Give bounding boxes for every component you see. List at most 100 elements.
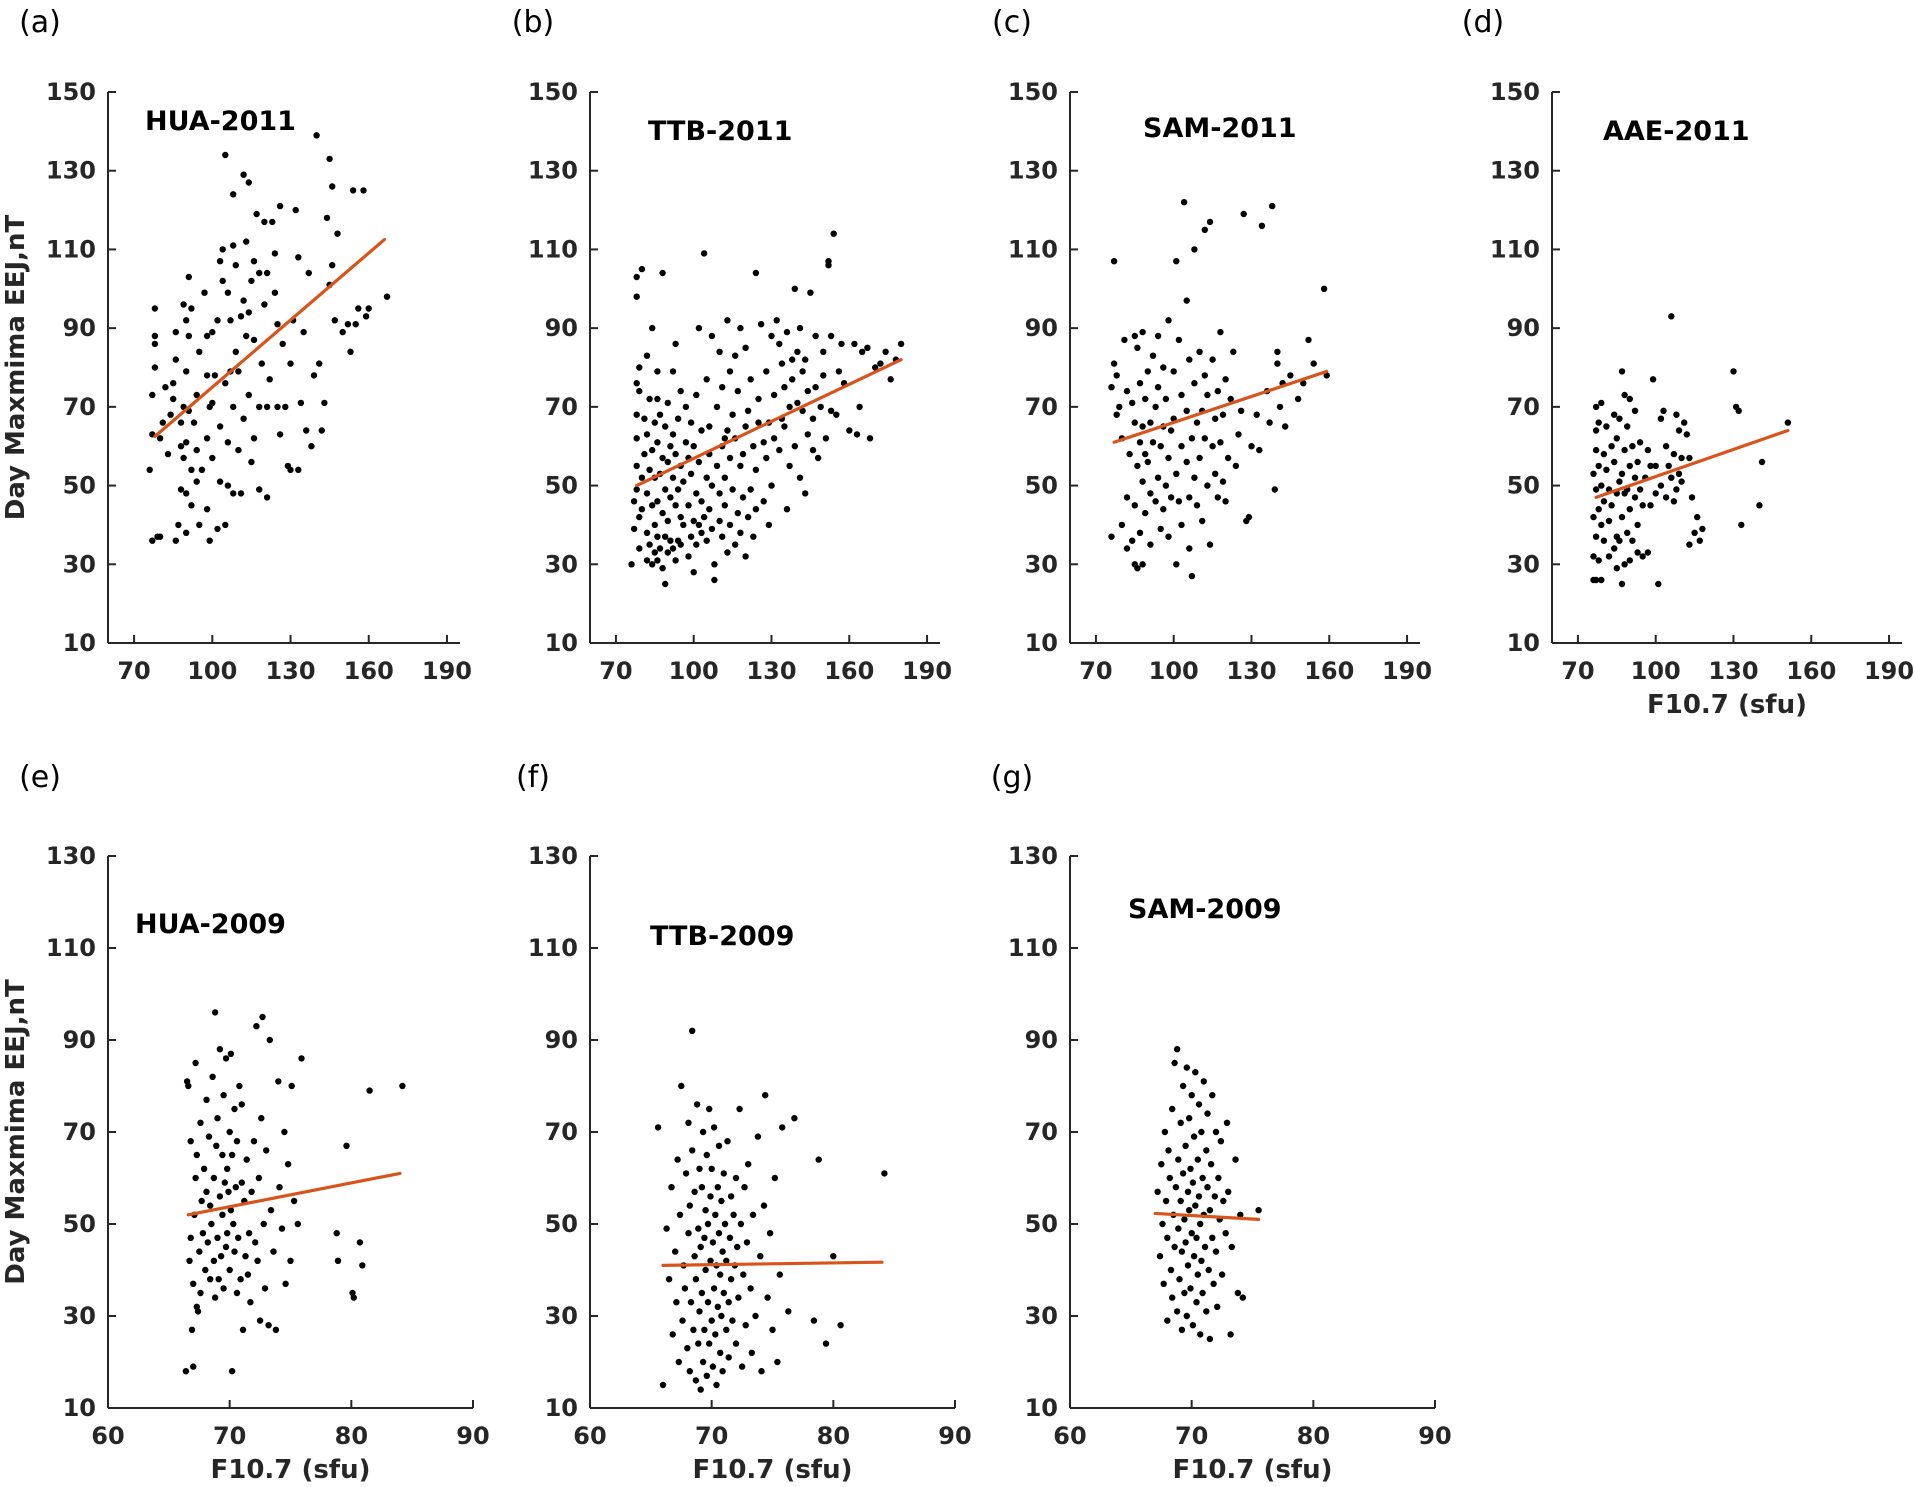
data-point — [259, 1013, 266, 1021]
data-point — [677, 387, 684, 395]
data-point — [1271, 486, 1279, 493]
data-point — [1649, 376, 1657, 383]
data-point — [1592, 403, 1600, 411]
data-point — [654, 557, 661, 564]
data-point — [237, 1276, 244, 1283]
data-point — [245, 179, 252, 186]
data-point — [814, 454, 822, 462]
data-point — [151, 332, 159, 340]
data-point — [690, 569, 697, 576]
x-tick-label: 70 — [1175, 1422, 1208, 1450]
data-point — [710, 1285, 718, 1292]
data-point — [1193, 502, 1201, 509]
data-point — [755, 395, 762, 403]
data-point — [266, 1036, 273, 1044]
panel-title: AAE-2011 — [1603, 116, 1750, 147]
data-point — [1621, 561, 1628, 568]
data-point — [233, 1138, 241, 1145]
data-point — [703, 376, 710, 383]
data-point — [1611, 411, 1618, 418]
data-point — [263, 403, 271, 411]
data-point — [1110, 258, 1118, 265]
data-point — [1600, 498, 1608, 505]
data-point — [1154, 1188, 1161, 1196]
data-point — [183, 490, 190, 497]
data-point — [1605, 553, 1613, 560]
data-point — [1159, 1220, 1166, 1228]
y-tick-label: 130 — [46, 157, 96, 185]
data-point — [265, 1322, 272, 1329]
data-point — [159, 419, 166, 426]
data-point — [859, 348, 866, 355]
data-point — [227, 1207, 235, 1214]
data-point — [1217, 328, 1224, 336]
data-point — [1175, 1156, 1182, 1163]
y-tick-label: 10 — [63, 629, 96, 657]
data-point — [633, 462, 640, 470]
data-point — [271, 289, 279, 296]
x-tick-label: 70 — [695, 1422, 728, 1450]
data-point — [211, 1294, 219, 1301]
data-point — [1735, 407, 1742, 414]
data-point — [1178, 443, 1185, 450]
y-tick-label: 10 — [1025, 1394, 1058, 1422]
data-point — [275, 1078, 282, 1085]
data-point — [245, 1230, 253, 1237]
data-point — [1165, 454, 1172, 462]
data-point — [1193, 1299, 1200, 1306]
data-point — [1201, 372, 1209, 379]
data-point — [164, 450, 172, 458]
fit-line — [1594, 428, 1790, 499]
x-tick-label: 160 — [824, 657, 874, 685]
data-point — [675, 1358, 682, 1366]
data-point — [1194, 1156, 1202, 1163]
x-tick-label: 70 — [1079, 657, 1112, 685]
data-point — [261, 1285, 269, 1292]
data-point — [1598, 482, 1605, 489]
data-point — [704, 1299, 712, 1306]
x-tick-label: 70 — [599, 657, 632, 685]
y-tick-label: 30 — [63, 550, 96, 578]
data-point — [734, 387, 741, 395]
data-point — [1639, 502, 1646, 509]
data-point — [214, 525, 221, 533]
data-point — [820, 372, 827, 379]
data-point — [203, 435, 211, 442]
data-point — [190, 1363, 197, 1370]
data-point — [209, 328, 216, 336]
data-point — [227, 1050, 235, 1058]
data-point — [745, 1161, 752, 1168]
data-point — [701, 1326, 708, 1334]
data-point — [1600, 450, 1608, 458]
data-point — [1198, 1128, 1205, 1136]
data-point — [1660, 407, 1667, 414]
y-tick-label: 30 — [1025, 550, 1058, 578]
data-point — [716, 348, 723, 355]
data-point — [628, 561, 635, 568]
data-point — [659, 509, 666, 517]
data-point — [723, 1257, 730, 1265]
data-point — [219, 1211, 226, 1219]
data-point — [763, 454, 770, 462]
x-tick-label: 60 — [91, 1422, 124, 1450]
data-point — [1320, 285, 1328, 292]
data-point — [1123, 494, 1131, 501]
data-point — [667, 537, 674, 544]
y-tick-label: 90 — [545, 314, 578, 342]
data-point — [742, 344, 749, 351]
data-point — [633, 273, 640, 281]
data-point — [238, 1179, 245, 1186]
data-point — [696, 1308, 703, 1315]
data-point — [276, 1184, 283, 1191]
data-point — [177, 419, 185, 426]
data-point — [308, 443, 315, 450]
data-point — [662, 533, 669, 540]
data-point — [633, 380, 640, 387]
data-point — [721, 502, 728, 509]
x-tick-label: 130 — [1708, 657, 1758, 685]
data-point — [690, 1326, 697, 1334]
x-tick-label: 60 — [573, 1422, 606, 1450]
data-point — [1201, 226, 1209, 233]
data-point — [210, 1174, 218, 1182]
data-point — [1181, 1216, 1188, 1223]
